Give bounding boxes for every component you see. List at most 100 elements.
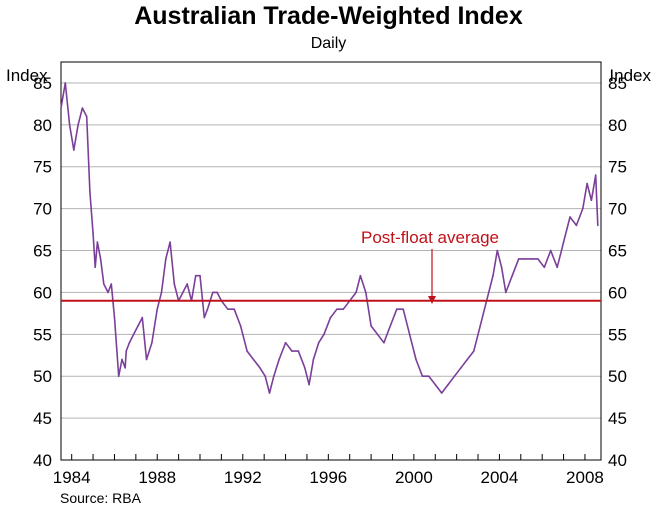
annotation-arrow-head — [428, 296, 436, 304]
data-point — [402, 308, 404, 310]
data-point — [92, 232, 94, 235]
chart-subtitle: Daily — [310, 35, 347, 52]
data-point — [160, 291, 163, 294]
y-axis-left-label: Index — [6, 66, 48, 85]
gridlines — [61, 82, 601, 419]
data-point — [434, 383, 437, 386]
data-point — [151, 341, 153, 344]
data-point — [594, 174, 597, 176]
chart-title: Australian Trade-Weighted Index — [134, 2, 523, 30]
data-point — [137, 325, 139, 327]
data-point — [102, 283, 105, 285]
data-point — [113, 316, 116, 319]
data-point — [556, 266, 558, 269]
y-tick-left-60: 60 — [33, 283, 52, 302]
y-tick-left-55: 55 — [33, 325, 52, 344]
data-point — [342, 308, 345, 310]
series-layer — [60, 82, 599, 394]
y-tick-right-55: 55 — [608, 325, 627, 344]
x-tick-2000: 2000 — [395, 468, 433, 487]
data-point — [128, 341, 131, 344]
reference-line-group: Post-float average — [61, 228, 601, 304]
data-point — [415, 358, 417, 361]
series-line — [60, 82, 599, 394]
data-point — [64, 82, 67, 84]
data-point — [569, 216, 571, 218]
data-point — [389, 325, 392, 327]
data-point — [81, 107, 84, 109]
y-tick-right-80: 80 — [608, 116, 627, 135]
y-tick-left-70: 70 — [33, 200, 52, 219]
data-point — [479, 325, 481, 327]
data-point — [562, 241, 565, 243]
data-point — [73, 149, 75, 151]
data-point — [317, 341, 320, 344]
data-point — [89, 191, 91, 193]
y-tick-right-75: 75 — [608, 158, 627, 177]
x-tick-1992: 1992 — [224, 468, 262, 487]
data-point — [370, 325, 372, 327]
data-point — [543, 266, 546, 269]
y-tick-right-60: 60 — [608, 283, 627, 302]
data-point — [447, 383, 449, 386]
data-point — [355, 291, 357, 294]
y-tick-right-65: 65 — [608, 242, 627, 261]
data-point — [141, 316, 144, 319]
y-tick-left-65: 65 — [33, 242, 52, 261]
data-point — [145, 358, 148, 361]
y-tick-right-70: 70 — [608, 200, 627, 219]
data-point — [537, 258, 539, 260]
data-point — [85, 115, 88, 118]
x-tick-2008: 2008 — [566, 468, 604, 487]
data-point — [194, 274, 197, 277]
data-point — [500, 266, 503, 269]
data-point — [312, 358, 315, 361]
data-point — [227, 308, 229, 310]
data-point — [376, 333, 379, 336]
x-tick-1984: 1984 — [53, 468, 91, 487]
data-point — [264, 375, 267, 378]
y-tick-right-85: 85 — [608, 74, 627, 93]
y-axis-right-ticks: 40 45 50 55 60 65 70 75 80 85 — [608, 74, 627, 470]
data-point — [440, 392, 443, 394]
data-point — [125, 350, 128, 352]
post-float-average-label: Post-float average — [361, 228, 499, 247]
y-tick-right-40: 40 — [608, 451, 627, 470]
data-point — [304, 367, 306, 369]
data-point — [364, 291, 367, 294]
data-point — [472, 350, 475, 352]
data-point — [582, 207, 584, 210]
y-tick-left-50: 50 — [33, 367, 52, 386]
x-tick-2004: 2004 — [481, 468, 519, 487]
data-point — [132, 333, 135, 336]
data-point — [383, 341, 385, 344]
data-point — [590, 199, 593, 202]
plot-frame — [60, 61, 602, 461]
data-point — [186, 283, 188, 285]
x-tick-1996: 1996 — [309, 468, 347, 487]
data-point — [60, 107, 62, 109]
data-point — [94, 266, 97, 269]
x-axis-tick-labels: 1984 1988 1992 1996 2000 2004 2008 — [53, 468, 604, 487]
data-point — [284, 341, 287, 344]
data-point — [199, 274, 201, 277]
data-point — [239, 325, 242, 327]
data-point — [246, 350, 248, 352]
data-point — [206, 308, 209, 310]
data-point — [68, 124, 71, 126]
source-note: Source: RBA — [60, 490, 141, 506]
data-point — [323, 333, 325, 336]
data-point — [336, 308, 338, 310]
data-point — [524, 258, 526, 260]
data-point — [268, 392, 271, 394]
data-point — [428, 375, 430, 378]
data-point — [511, 274, 514, 277]
x-axis-ticks — [71, 454, 586, 460]
data-point — [156, 308, 159, 310]
data-point — [110, 283, 113, 285]
data-point — [278, 358, 280, 361]
data-point — [233, 308, 236, 310]
y-tick-left-75: 75 — [33, 158, 52, 177]
data-point — [596, 224, 599, 227]
data-point — [99, 258, 102, 260]
